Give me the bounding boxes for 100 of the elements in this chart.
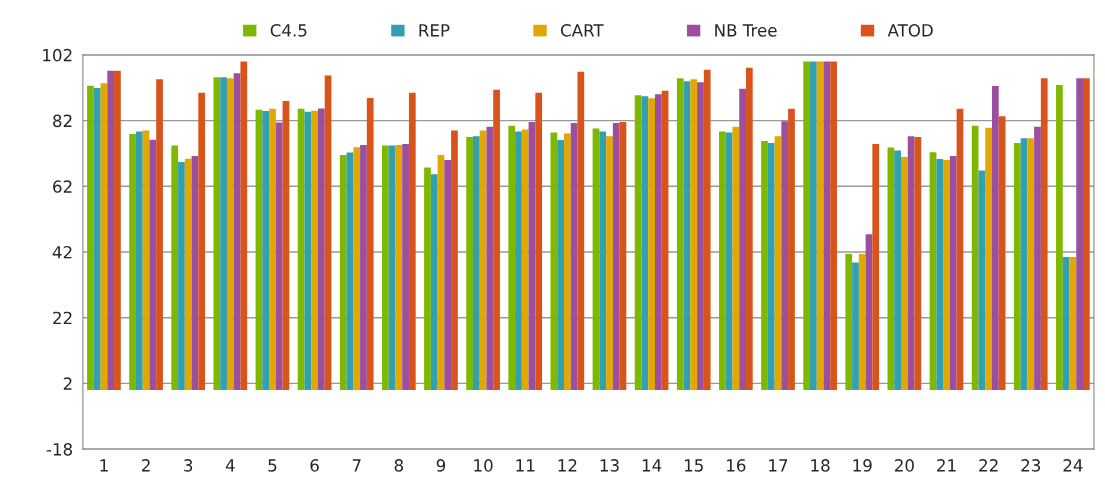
bar	[339, 155, 347, 390]
bar	[508, 125, 516, 390]
bar	[114, 70, 121, 390]
x-tick-label: 9	[436, 459, 446, 472]
bar	[830, 61, 837, 390]
x-tick-label: 6	[310, 459, 319, 472]
bar	[171, 145, 179, 390]
y-tick-label: 82	[53, 114, 72, 128]
bar	[949, 156, 957, 390]
x-tick-label: 15	[684, 459, 703, 472]
bar	[599, 131, 607, 390]
bar	[648, 98, 655, 390]
bar	[894, 150, 901, 390]
bar	[87, 85, 94, 390]
bar	[317, 108, 325, 390]
bar	[269, 108, 276, 390]
bar	[1013, 142, 1021, 390]
bar	[858, 253, 866, 390]
bar	[1040, 78, 1048, 390]
bar	[641, 96, 649, 390]
bar	[852, 262, 859, 390]
bar	[366, 97, 374, 390]
bar	[732, 126, 740, 390]
bar	[761, 140, 768, 390]
bar	[872, 143, 880, 390]
y-tick-label: 2	[63, 377, 72, 390]
bar	[402, 143, 409, 390]
bar	[184, 158, 192, 390]
bar	[93, 88, 101, 390]
legend-label: ATOD	[887, 24, 933, 37]
bar	[781, 121, 789, 390]
bar	[971, 125, 979, 390]
bar	[823, 61, 831, 390]
x-tick-label: 20	[894, 459, 914, 472]
x-tick-label: 19	[853, 459, 872, 472]
x-tick-label: 23	[1021, 459, 1041, 472]
bar	[992, 86, 999, 390]
bar	[395, 144, 403, 390]
bar	[381, 145, 389, 390]
bar	[353, 147, 361, 390]
bar	[311, 110, 318, 390]
bar	[466, 137, 473, 390]
bar	[178, 161, 185, 390]
bar	[1034, 126, 1041, 390]
bar	[654, 94, 662, 390]
bar	[360, 144, 367, 390]
bar	[275, 122, 283, 390]
bar	[220, 77, 227, 390]
bar	[1062, 256, 1070, 390]
bar	[135, 131, 143, 390]
x-tick-label: 18	[811, 459, 830, 472]
bar	[810, 61, 817, 390]
bar	[739, 88, 746, 390]
x-tick-label: 11	[516, 459, 535, 472]
x-tick-label: 14	[642, 459, 662, 472]
x-tick-label: 8	[394, 459, 403, 472]
legend-label: NB Tree	[715, 24, 777, 37]
y-tick-label: 102	[43, 48, 72, 62]
bar	[612, 122, 620, 390]
bar	[901, 157, 908, 390]
bar	[1076, 78, 1083, 390]
bar	[198, 92, 206, 390]
y-tick-label: 22	[53, 311, 72, 325]
bar	[803, 61, 811, 390]
x-tick-label: 1	[100, 459, 108, 472]
bar	[788, 108, 795, 390]
x-tick-label: 16	[727, 459, 746, 472]
bar	[226, 78, 234, 390]
bar	[515, 131, 522, 390]
bar	[606, 136, 613, 390]
bar	[424, 167, 431, 390]
bar	[1027, 138, 1035, 390]
bar	[521, 129, 529, 390]
x-tick-label: 4	[225, 459, 235, 472]
bar	[690, 79, 698, 390]
bar	[563, 133, 571, 390]
bar	[697, 82, 704, 390]
bar	[1083, 78, 1090, 390]
bar	[703, 69, 711, 390]
y-tick-label: -18	[46, 443, 73, 456]
bar	[943, 160, 950, 390]
y-tick-label: 62	[53, 180, 72, 193]
bar	[577, 71, 585, 390]
x-tick-label: 2	[141, 459, 150, 472]
bar	[493, 89, 500, 390]
x-tick-label: 21	[937, 459, 956, 472]
bar	[985, 127, 992, 390]
bar	[1056, 85, 1063, 390]
bar	[129, 134, 136, 390]
x-tick-label: 22	[979, 459, 998, 472]
bar	[156, 79, 163, 390]
bar	[304, 111, 312, 390]
bar	[444, 160, 452, 390]
bar	[535, 92, 543, 390]
bar	[451, 130, 458, 390]
x-tick-label: 7	[352, 459, 361, 472]
bar	[472, 136, 480, 390]
bar	[486, 126, 494, 390]
x-tick-label: 24	[1063, 459, 1083, 472]
x-tick-label: 5	[268, 459, 277, 472]
